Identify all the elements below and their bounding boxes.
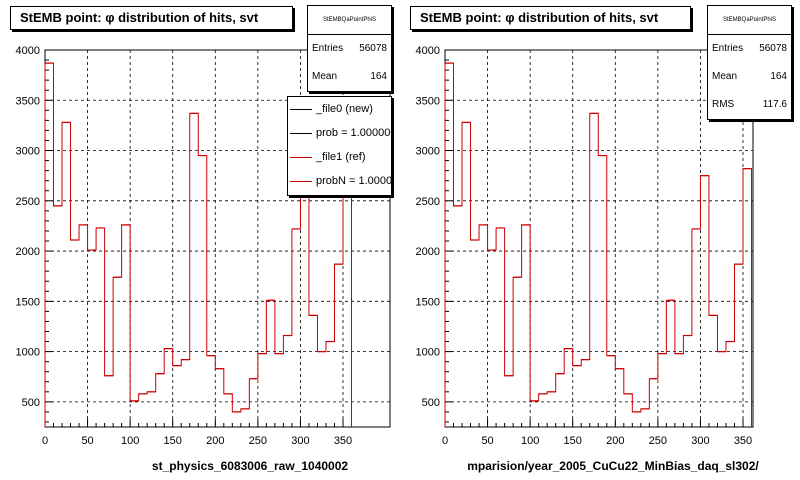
legend-entry-prob: prob = 1.000000: [288, 121, 391, 145]
left-stats-box: StEMBQaPointPhiS Entries 56078 Mean 164: [307, 5, 392, 92]
right-ytick-label-4000: 4000: [416, 45, 440, 57]
right-xtick-label-50: 50: [481, 435, 493, 447]
left-stats-mean: Mean 164: [312, 71, 387, 82]
right-xtick-label-200: 200: [606, 435, 624, 447]
right-xtick-label-300: 300: [691, 435, 709, 447]
legend-line-probn: [290, 181, 312, 182]
left-ytick-label-3000: 3000: [16, 146, 40, 158]
right-x-axis-label: mparision/year_2005_CuCu22_MinBias_daq_s…: [467, 459, 759, 473]
legend-entry-new: _file0 (new): [288, 97, 391, 121]
right-xtick-label-250: 250: [649, 435, 667, 447]
left-x-axis-label: st_physics_6083006_raw_1040002: [152, 459, 348, 473]
left-ytick-label-1000: 1000: [16, 347, 40, 359]
left-stats-entries: Entries 56078: [312, 43, 387, 54]
left-xtick-label-250: 250: [249, 435, 267, 447]
right-xtick-label-150: 150: [564, 435, 582, 447]
right-histogram-ref-line: [444, 62, 753, 427]
right-ytick-label-2500: 2500: [416, 196, 440, 208]
left-ytick-label-500: 500: [22, 397, 40, 409]
right-ytick-label-3000: 3000: [416, 146, 440, 158]
right-stats-mean: Mean 164: [712, 71, 787, 82]
right-xtick-label-100: 100: [521, 435, 539, 447]
right-ytick-label-3500: 3500: [416, 95, 440, 107]
right-ytick-label-1000: 1000: [416, 347, 440, 359]
right-xtick-label-350: 350: [734, 435, 752, 447]
left-ytick-label-1500: 1500: [16, 296, 40, 308]
right-ytick-label-1500: 1500: [416, 296, 440, 308]
left-xtick-label-100: 100: [121, 435, 139, 447]
legend-entry-ref: _file1 (ref): [288, 145, 391, 169]
left-xtick-label-150: 150: [164, 435, 182, 447]
legend-line-ref: [290, 157, 312, 158]
left-xtick-label-50: 50: [81, 435, 93, 447]
left-legend: _file0 (new) prob = 1.000000 _file1 (ref…: [287, 96, 392, 196]
left-ytick-label-2500: 2500: [16, 196, 40, 208]
left-stats-name: StEMBQaPointPhiS: [308, 6, 391, 35]
right-stats-box: StEMBQaPointPhiS Entries 56078 Mean 164 RM…: [707, 5, 792, 120]
left-ytick-label-3500: 3500: [16, 95, 40, 107]
left-ytick-label-2000: 2000: [16, 246, 40, 258]
right-stats-rms: RMS 117.6: [712, 99, 787, 110]
left-xtick-label-350: 350: [334, 435, 352, 447]
left-ytick-label-4000: 4000: [16, 45, 40, 57]
right-chart-title: StEMB point: φ distribution of hits, svt: [410, 6, 691, 30]
legend-line-new: [290, 109, 312, 110]
left-xtick-label-300: 300: [291, 435, 309, 447]
right-ytick-label-500: 500: [422, 397, 440, 409]
left-xtick-label-0: 0: [42, 435, 48, 447]
legend-line-prob: [290, 133, 312, 134]
right-stats-entries: Entries 56078: [712, 43, 787, 54]
left-xtick-label-200: 200: [206, 435, 224, 447]
left-chart-title: StEMB point: φ distribution of hits, svt: [10, 6, 293, 30]
right-stats-name: StEMBQaPointPhiS: [708, 6, 791, 35]
legend-entry-probn: probN = 1.000000: [288, 169, 391, 193]
right-ytick-label-2000: 2000: [416, 246, 440, 258]
right-xtick-label-0: 0: [442, 435, 448, 447]
